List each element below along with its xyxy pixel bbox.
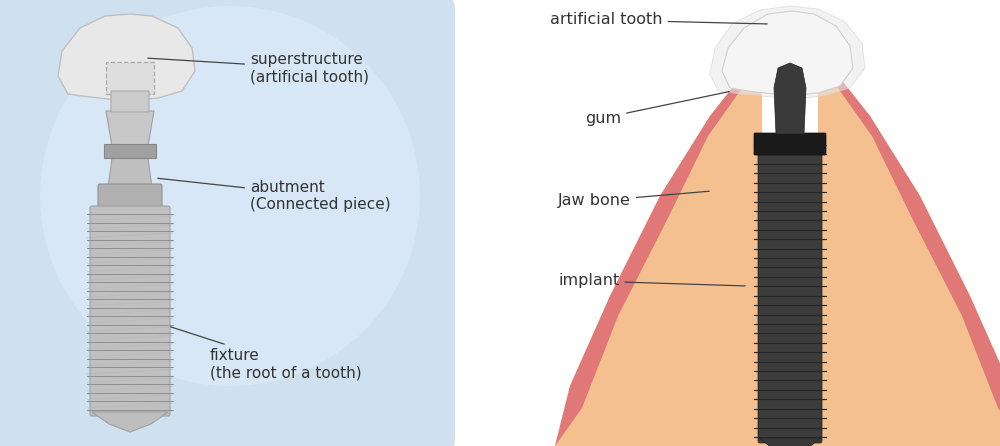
Polygon shape bbox=[92, 412, 168, 432]
Text: gum: gum bbox=[585, 91, 729, 125]
Text: abutment
(Connected piece): abutment (Connected piece) bbox=[158, 178, 391, 212]
Polygon shape bbox=[774, 63, 806, 134]
Text: fixture
(the root of a tooth): fixture (the root of a tooth) bbox=[171, 327, 362, 380]
Text: artificial tooth: artificial tooth bbox=[550, 12, 767, 28]
Polygon shape bbox=[722, 11, 853, 95]
Polygon shape bbox=[760, 438, 820, 446]
Polygon shape bbox=[710, 6, 865, 98]
FancyBboxPatch shape bbox=[98, 184, 162, 210]
Ellipse shape bbox=[40, 6, 420, 386]
Polygon shape bbox=[555, 56, 1000, 446]
FancyBboxPatch shape bbox=[758, 139, 822, 443]
Polygon shape bbox=[108, 158, 152, 188]
Polygon shape bbox=[58, 14, 195, 100]
FancyBboxPatch shape bbox=[104, 144, 156, 158]
Text: Jaw bone: Jaw bone bbox=[558, 191, 709, 208]
FancyBboxPatch shape bbox=[111, 91, 149, 112]
Polygon shape bbox=[106, 111, 154, 146]
FancyBboxPatch shape bbox=[754, 133, 826, 155]
FancyBboxPatch shape bbox=[0, 0, 455, 446]
Polygon shape bbox=[555, 56, 762, 446]
Text: implant: implant bbox=[558, 273, 745, 289]
Polygon shape bbox=[818, 56, 1000, 446]
FancyBboxPatch shape bbox=[106, 62, 154, 94]
FancyBboxPatch shape bbox=[90, 206, 170, 416]
Text: superstructure
(artificial tooth): superstructure (artificial tooth) bbox=[148, 52, 369, 84]
